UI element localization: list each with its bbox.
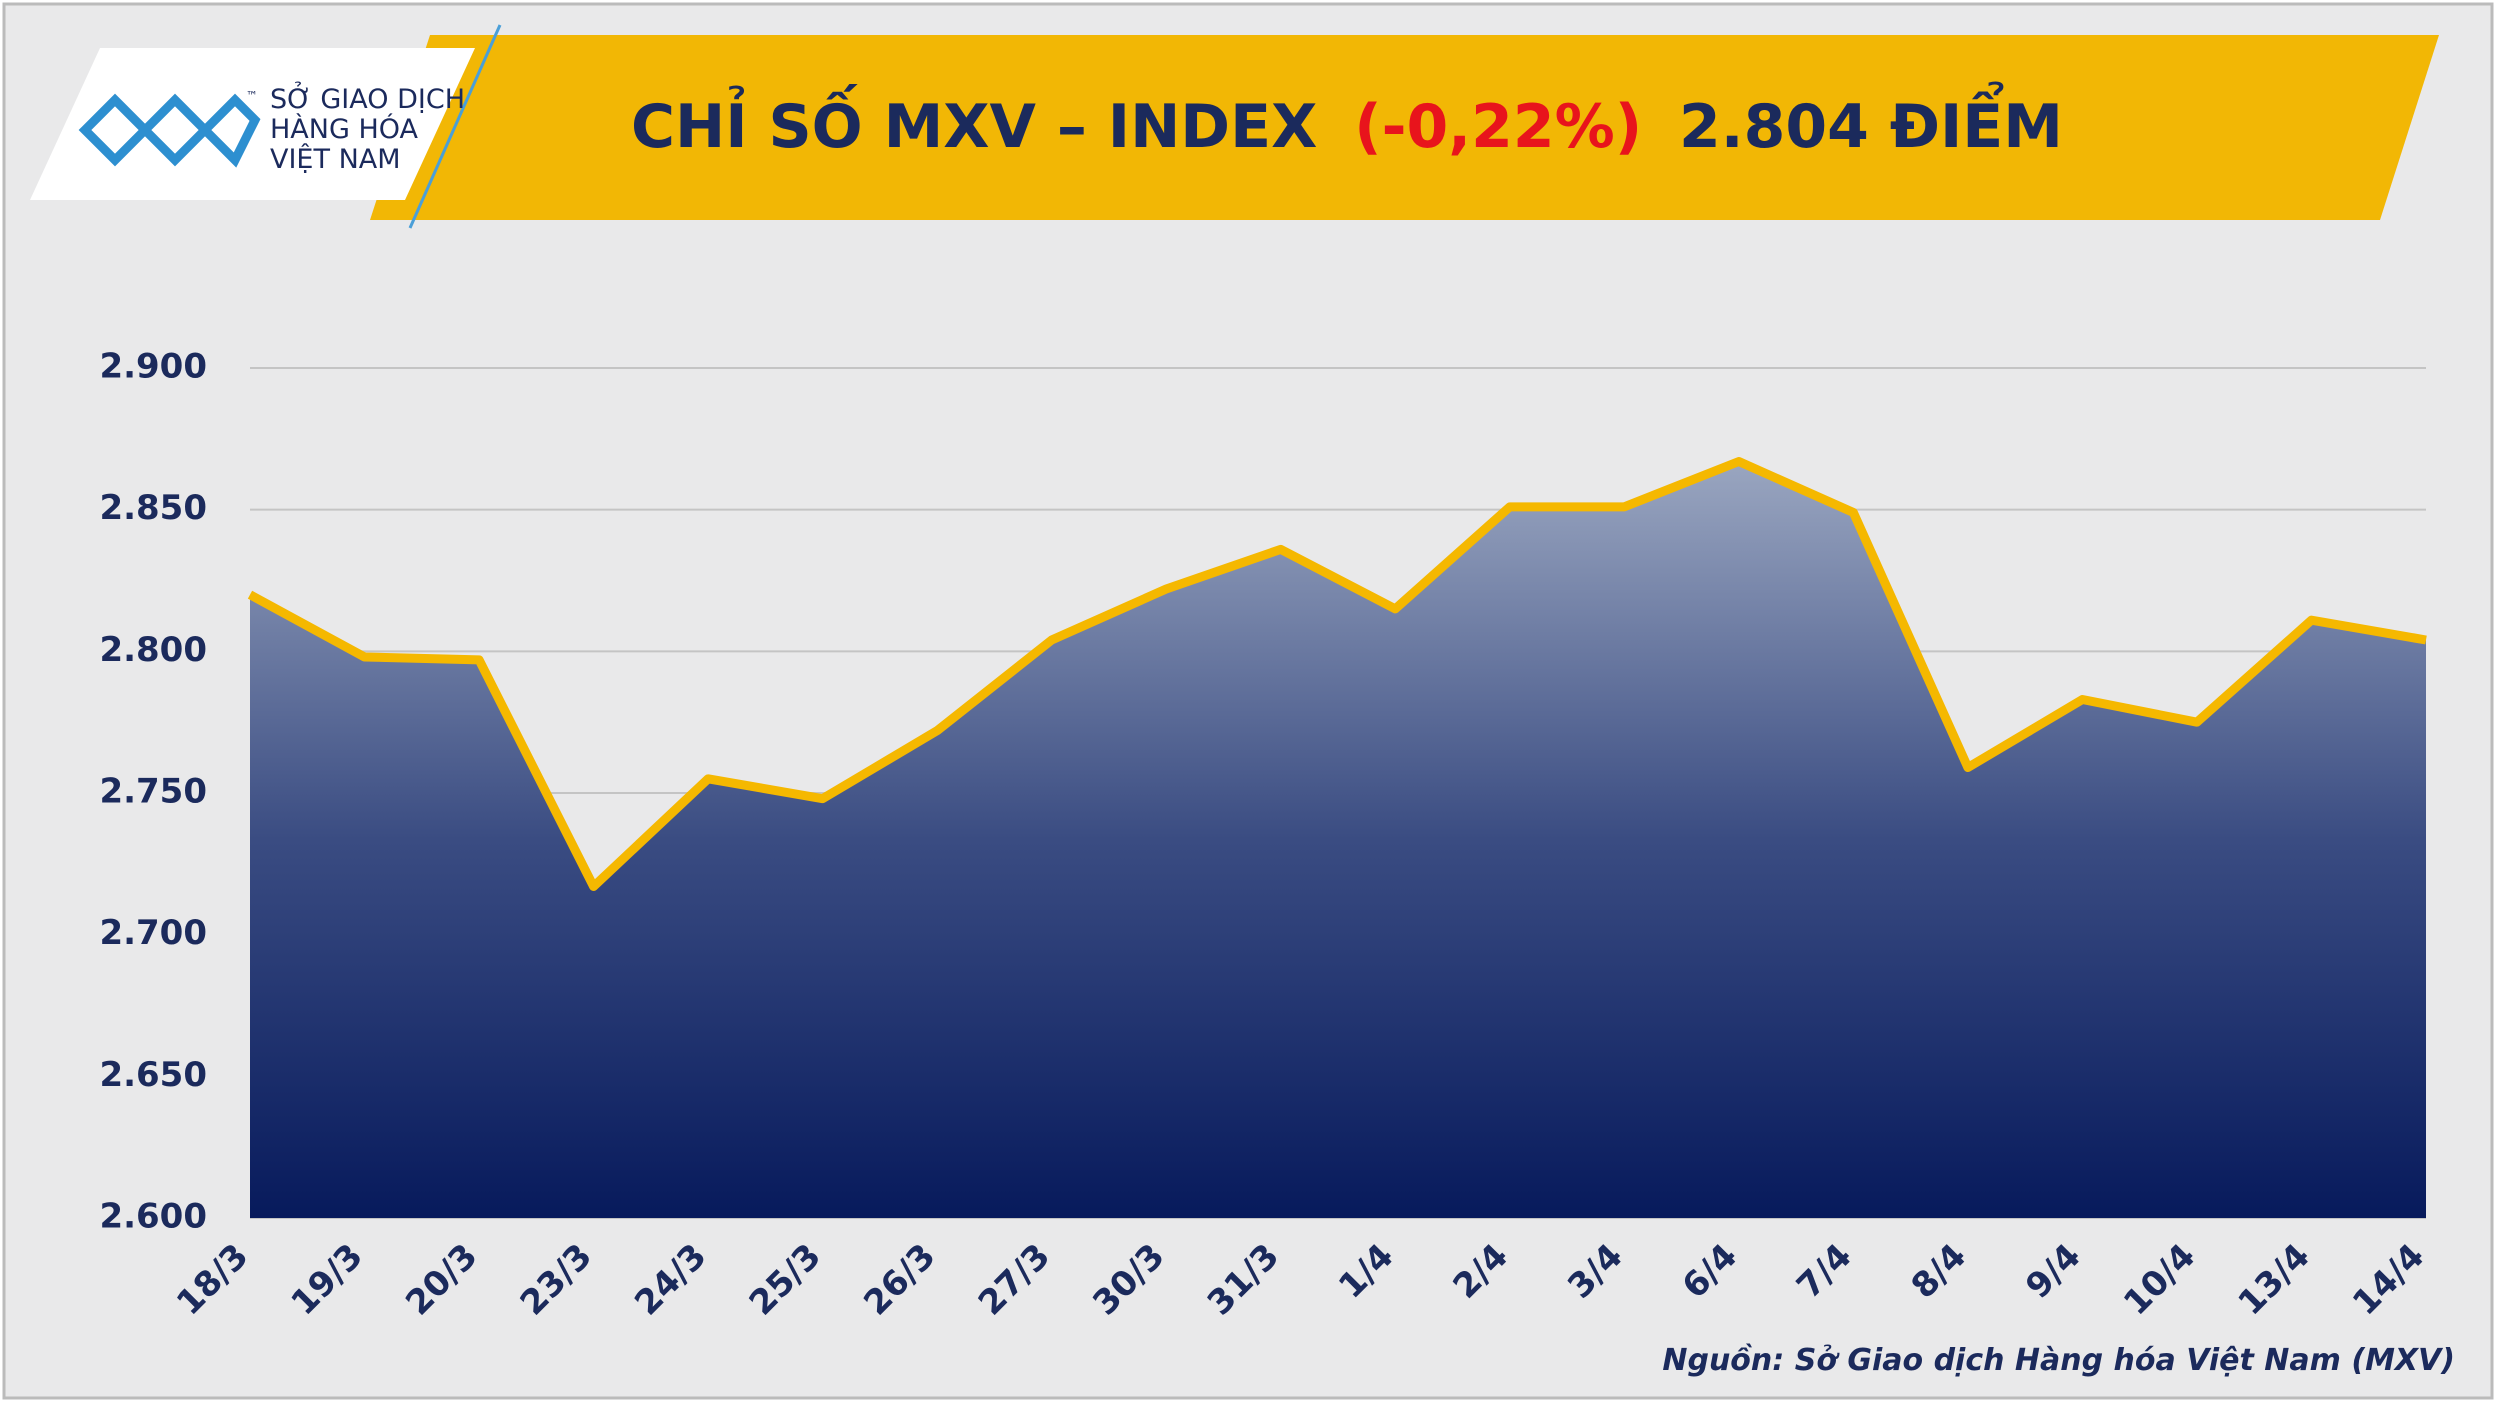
title-banner <box>370 35 2439 220</box>
source-note: Nguồn: Sở Giao dịch Hàng hóa Việt Nam (M… <box>1662 1343 2455 1378</box>
y-tick-label: 2.850 <box>99 488 207 528</box>
y-tick-label: 2.650 <box>99 1055 207 1095</box>
y-tick-label: 2.750 <box>99 772 207 812</box>
title-part: CHỈ SỐ MXV – INDEX <box>631 83 1317 162</box>
logo-text: VIỆT NAM <box>270 143 401 175</box>
logo-text: SỞ GIAO DỊCH <box>270 81 465 115</box>
area <box>250 461 2426 1218</box>
logo-accent <box>408 24 502 229</box>
logo-mark: ™ <box>246 89 258 103</box>
y-tick-label: 2.700 <box>99 913 207 953</box>
title-change: (-0,22%) <box>1354 92 1642 162</box>
y-tick-label: 2.800 <box>99 630 207 670</box>
y-tick-label: 2.900 <box>99 347 207 387</box>
logo-text: HÀNG HÓA <box>270 113 419 145</box>
y-tick-label: 2.600 <box>99 1197 207 1237</box>
chart-title: CHỈ SỐ MXV – INDEX (-0,22%) 2.804 ĐIỂM <box>631 80 2063 162</box>
line <box>247 457 2427 891</box>
title-part: 2.804 ĐIỂM <box>1679 80 2063 162</box>
logo-icon <box>78 93 261 168</box>
